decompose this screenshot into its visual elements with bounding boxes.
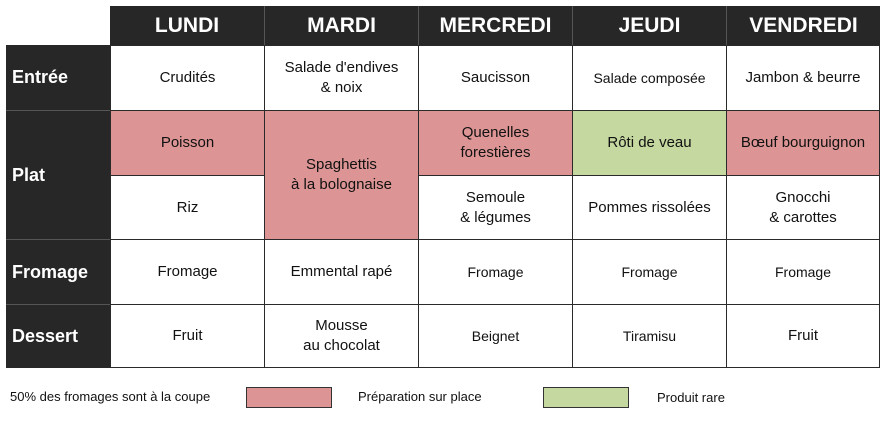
row-header-entree: Entrée xyxy=(6,45,110,110)
cell-plat-side-monday: Riz xyxy=(110,175,265,240)
cell-dessert-friday: Fruit xyxy=(726,304,880,368)
legend-label-green: Produit rare xyxy=(657,390,725,405)
cell-fromage-friday: Fromage xyxy=(726,239,880,305)
cell-fromage-thursday: Fromage xyxy=(572,239,727,305)
row-header-plat: Plat xyxy=(6,110,110,239)
header-wednesday: MERCREDI xyxy=(418,6,572,45)
cell-dessert-tuesday: Mousse au chocolat xyxy=(264,304,419,368)
cell-plat-main-monday: Poisson xyxy=(110,110,265,176)
cell-entree-friday: Jambon & beurre xyxy=(726,45,880,111)
legend-swatch-red xyxy=(246,387,332,408)
cell-plat-side-thursday: Pommes rissolées xyxy=(572,175,727,240)
row-header-dessert: Dessert xyxy=(6,304,110,368)
cell-plat-main-thursday: Rôti de veau xyxy=(572,110,727,176)
cell-entree-tuesday: Salade d'endives & noix xyxy=(264,45,419,111)
cell-dessert-wednesday: Beignet xyxy=(418,304,573,368)
cell-plat-side-wednesday: Semoule & légumes xyxy=(418,175,573,240)
cell-plat-main-friday: Bœuf bourguignon xyxy=(726,110,880,176)
cell-entree-wednesday: Saucisson xyxy=(418,45,573,111)
legend-note: 50% des fromages sont à la coupe xyxy=(10,389,211,404)
header-monday: LUNDI xyxy=(110,6,264,45)
cell-fromage-wednesday: Fromage xyxy=(418,239,573,305)
legend-swatch-green xyxy=(543,387,629,408)
legend-label-red: Préparation sur place xyxy=(358,389,482,404)
cell-dessert-monday: Fruit xyxy=(110,304,265,368)
cell-plat-side-friday: Gnocchi & carottes xyxy=(726,175,880,240)
cell-entree-thursday: Salade composée xyxy=(572,45,727,111)
cell-dessert-thursday: Tiramisu xyxy=(572,304,727,368)
header-thursday: JEUDI xyxy=(572,6,726,45)
header-tuesday: MARDI xyxy=(264,6,418,45)
cell-plat-main-tuesday: Spaghettis à la bolognaise xyxy=(264,110,419,240)
row-header-fromage: Fromage xyxy=(6,239,110,304)
header-friday: VENDREDI xyxy=(726,6,880,45)
cell-fromage-tuesday: Emmental rapé xyxy=(264,239,419,305)
cell-plat-main-wednesday: Quenelles forestières xyxy=(418,110,573,176)
cell-fromage-monday: Fromage xyxy=(110,239,265,305)
cell-entree-monday: Crudités xyxy=(110,45,265,111)
